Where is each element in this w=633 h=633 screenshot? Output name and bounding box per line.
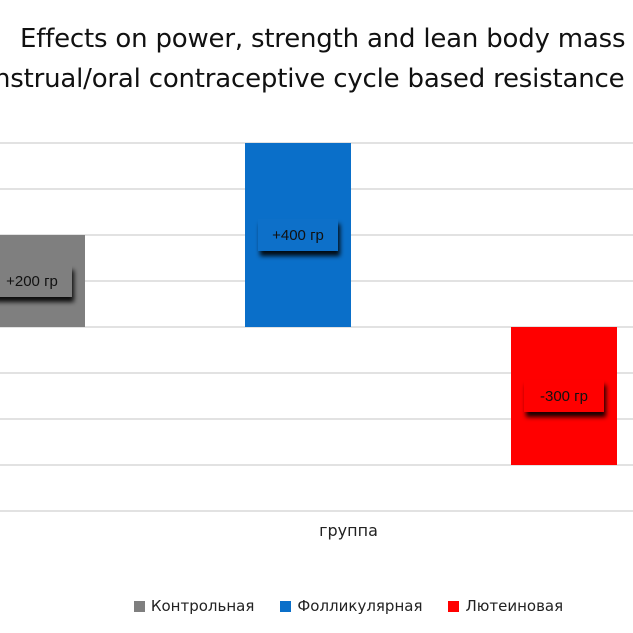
data-label-text-1: +400 гр xyxy=(272,227,324,244)
legend-swatch-control xyxy=(133,600,145,612)
chart-title-line-2: nstrual/oral contraceptive cycle based r… xyxy=(0,64,625,94)
chart-title-line-1: Effects on power, strength and lean body… xyxy=(20,24,626,54)
data-label-text-0: +200 гр xyxy=(6,273,58,290)
legend-label-follicular: Фолликулярная xyxy=(297,597,423,615)
legend-item-follicular: Фолликулярная xyxy=(280,597,422,615)
legend-item-control: Контрольная xyxy=(133,597,255,615)
legend-label-control: Контрольная xyxy=(150,597,255,615)
legend-swatch-follicular xyxy=(280,600,292,612)
legend-swatch-luteal xyxy=(448,600,460,612)
legend-label-luteal: Лютеиновая xyxy=(465,597,564,615)
data-label-box-1 xyxy=(258,219,338,251)
data-label-text-2: -300 гр xyxy=(540,388,588,405)
legend-item-luteal: Лютеиновая xyxy=(448,597,563,615)
legend: Контрольная Фолликулярная Лютеиновая xyxy=(32,597,633,615)
data-label-0: +200 гр xyxy=(0,265,72,297)
data-label-box-2 xyxy=(524,380,604,412)
data-label-box-0 xyxy=(0,265,72,297)
data-label-1: +400 гр xyxy=(258,219,338,251)
x-axis-label: группа xyxy=(319,521,378,540)
data-label-2: -300 гр xyxy=(524,380,604,412)
